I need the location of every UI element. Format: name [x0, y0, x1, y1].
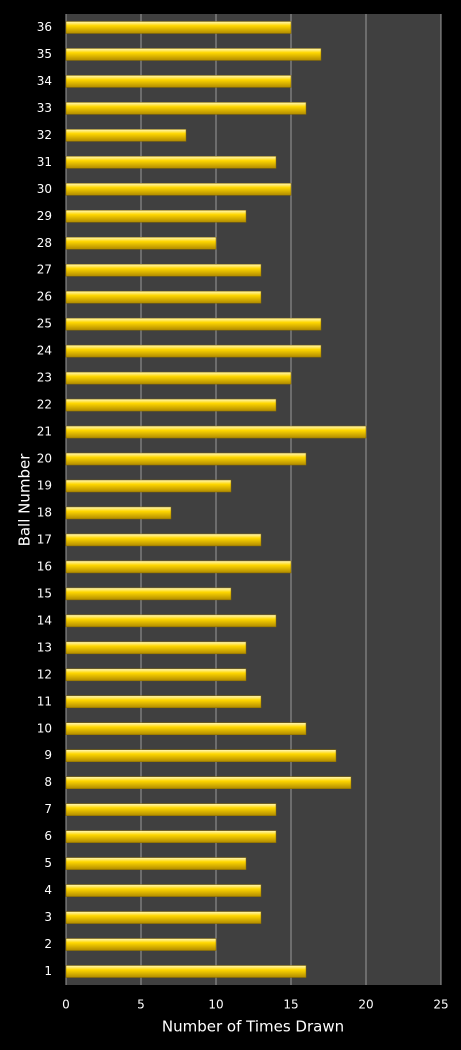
bar: [65, 911, 262, 924]
y-tick-label: 9: [44, 748, 52, 762]
x-tick-label: 20: [358, 998, 373, 1012]
bar: [65, 210, 247, 223]
bar: [65, 830, 277, 843]
bar: [65, 641, 247, 655]
y-tick-label: 13: [37, 640, 52, 654]
bar: [65, 452, 307, 466]
x-tick-label: 5: [137, 998, 145, 1012]
y-tick-label: 22: [37, 398, 52, 412]
bar: [65, 102, 307, 115]
y-tick-label: 28: [37, 236, 52, 250]
y-tick-label: 3: [44, 910, 52, 924]
y-tick-label: 4: [44, 883, 52, 897]
bar: [65, 938, 217, 951]
bar: [65, 884, 262, 897]
bar: [65, 371, 292, 385]
bar: [65, 560, 292, 574]
bar: [65, 425, 367, 439]
bar: [65, 317, 322, 331]
bar: [65, 290, 262, 304]
x-tick-label: 15: [283, 998, 298, 1012]
bar: [65, 533, 262, 547]
y-tick-label: 19: [37, 479, 52, 493]
y-tick-label: 7: [44, 802, 52, 816]
bar: [65, 857, 247, 870]
bar: [65, 156, 277, 169]
y-tick-label: 29: [37, 209, 52, 223]
bar: [65, 668, 247, 682]
bar: [65, 479, 232, 493]
y-tick-label: 26: [37, 290, 52, 304]
y-tick-label: 24: [37, 344, 52, 358]
x-tick-label: 0: [62, 998, 70, 1012]
y-tick-label: 8: [44, 775, 52, 789]
x-tick-label: 10: [208, 998, 223, 1012]
bar: [65, 75, 292, 88]
bar: [65, 749, 337, 762]
bar: [65, 587, 232, 601]
bar: [65, 614, 277, 628]
y-tick-label: 6: [44, 829, 52, 843]
bar: [65, 48, 322, 61]
bar: [65, 695, 262, 709]
y-tick-label: 16: [37, 559, 52, 573]
bar: [65, 183, 292, 196]
x-tick-label: 25: [433, 998, 448, 1012]
bar: [65, 344, 322, 358]
bar: [65, 776, 352, 789]
y-tick-label: 11: [37, 694, 52, 708]
y-tick-label: 1: [44, 964, 52, 978]
bar: [65, 263, 262, 277]
y-tick-label: 27: [37, 263, 52, 277]
y-tick-label: 34: [37, 74, 52, 88]
y-tick-label: 32: [37, 128, 52, 142]
y-tick-label: 35: [37, 47, 52, 61]
y-tick-label: 5: [44, 856, 52, 870]
y-tick-label: 31: [37, 155, 52, 169]
y-tick-label: 12: [37, 667, 52, 681]
bar: [65, 803, 277, 816]
plot-area: [66, 14, 441, 985]
y-tick-label: 20: [37, 452, 52, 466]
y-axis-title: Ball Number: [16, 453, 34, 547]
y-tick-label: 23: [37, 371, 52, 385]
y-tick-label: 21: [37, 425, 52, 439]
bar: [65, 506, 172, 520]
x-axis-title: Number of Times Drawn: [162, 1018, 344, 1036]
y-tick-label: 30: [37, 182, 52, 196]
y-tick-label: 10: [37, 721, 52, 735]
y-tick-label: 18: [37, 505, 52, 519]
bar: [65, 398, 277, 412]
y-tick-label: 14: [37, 613, 52, 627]
bar: [65, 965, 307, 978]
y-tick-label: 17: [37, 532, 52, 546]
y-tick-label: 25: [37, 317, 52, 331]
bar: [65, 21, 292, 34]
bar: [65, 722, 307, 736]
bar: [65, 129, 187, 142]
bar: [65, 237, 217, 250]
y-tick-label: 15: [37, 586, 52, 600]
y-tick-label: 33: [37, 101, 52, 115]
y-tick-label: 2: [44, 937, 52, 951]
y-tick-label: 36: [37, 20, 52, 34]
